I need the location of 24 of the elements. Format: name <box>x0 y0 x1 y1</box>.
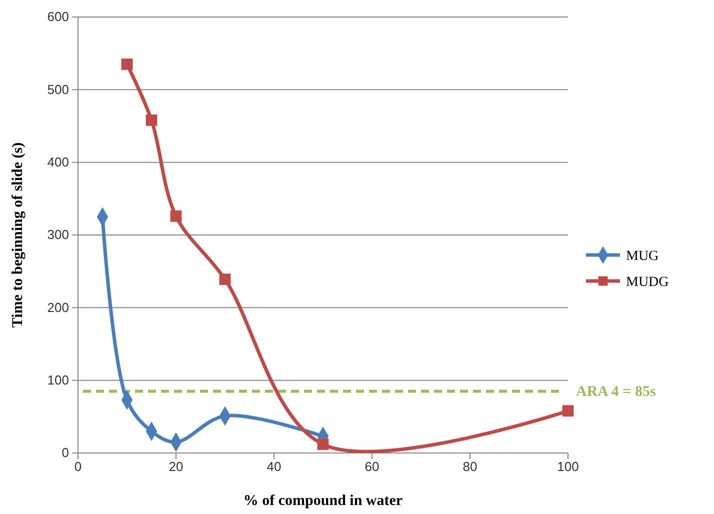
x-tick-label: 0 <box>74 459 82 474</box>
point <box>170 210 182 222</box>
ref-line-label: ARA 4 = 85s <box>576 384 656 400</box>
y-axis-title: Time to beginning of slide (s) <box>10 142 26 328</box>
legend-label: MUDG <box>626 275 669 290</box>
point <box>146 114 158 126</box>
x-tick-label: 80 <box>462 459 478 474</box>
point <box>562 405 574 417</box>
point <box>317 438 329 450</box>
x-tick-label: 60 <box>364 459 380 474</box>
x-tick-label: 20 <box>168 459 184 474</box>
y-tick-label: 200 <box>47 300 69 315</box>
y-tick-label: 500 <box>47 82 69 97</box>
legend-label: MUG <box>626 249 659 264</box>
y-tick-label: 400 <box>47 154 69 170</box>
x-axis-title: % of compound in water <box>243 493 403 509</box>
y-tick-label: 600 <box>47 9 69 24</box>
x-tick-label: 40 <box>266 459 282 474</box>
y-tick-label: 300 <box>47 227 69 242</box>
y-tick-label: 100 <box>47 372 69 388</box>
y-tick-label: 0 <box>62 445 69 460</box>
x-tick-label: 100 <box>557 459 579 474</box>
point <box>219 274 231 286</box>
point <box>121 58 133 70</box>
